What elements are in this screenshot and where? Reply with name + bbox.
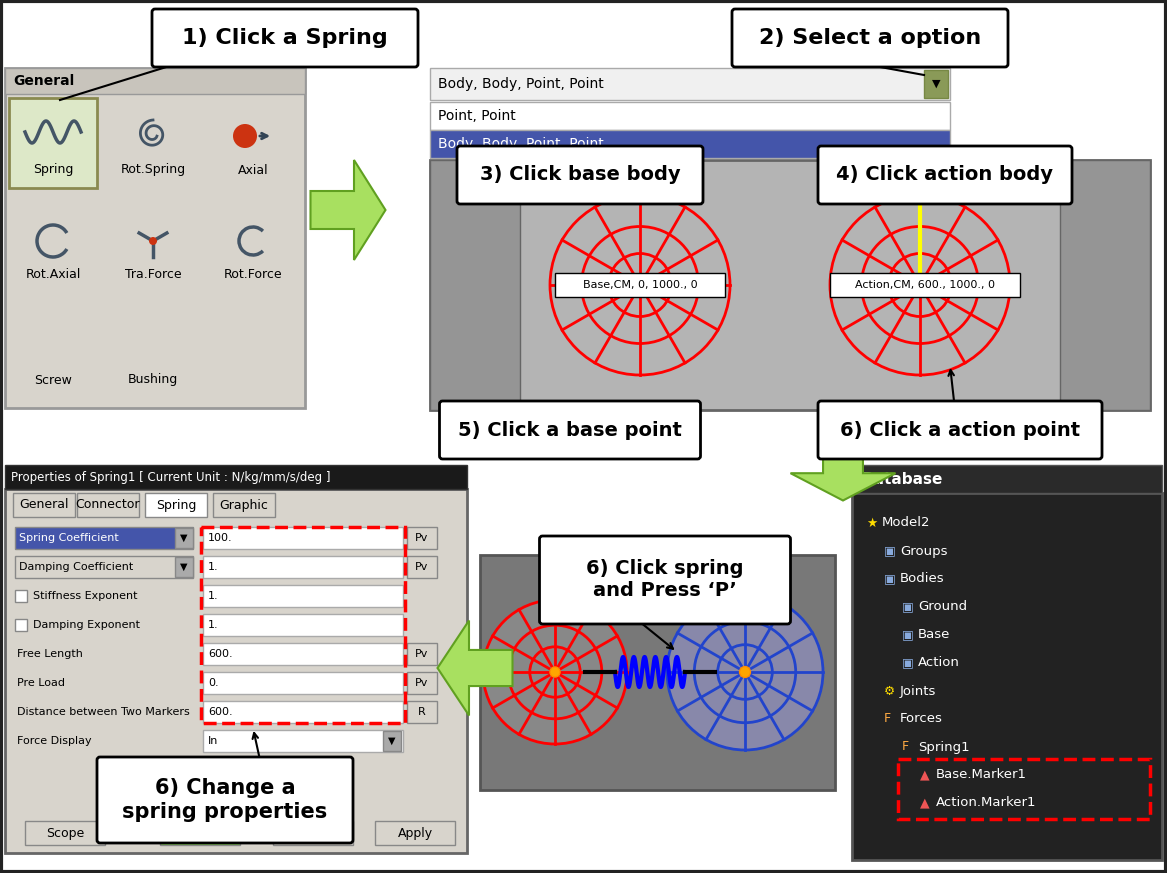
FancyBboxPatch shape: [97, 757, 352, 843]
Circle shape: [233, 124, 257, 148]
FancyBboxPatch shape: [5, 68, 305, 94]
FancyBboxPatch shape: [852, 493, 1162, 860]
Text: Rot.Force: Rot.Force: [224, 269, 282, 281]
Text: ⚙: ⚙: [883, 684, 895, 698]
FancyBboxPatch shape: [480, 555, 836, 790]
Text: F: F: [902, 740, 909, 753]
Text: ▣: ▣: [902, 656, 914, 670]
Text: Action,CM, 600., 1000., 0: Action,CM, 600., 1000., 0: [855, 280, 995, 290]
FancyBboxPatch shape: [13, 493, 75, 517]
Text: ▣: ▣: [883, 573, 896, 586]
FancyBboxPatch shape: [175, 528, 193, 548]
FancyBboxPatch shape: [407, 643, 436, 665]
Text: In: In: [208, 736, 218, 746]
Text: ▼: ▼: [180, 533, 188, 543]
Text: Damping Coefficient: Damping Coefficient: [19, 562, 133, 572]
Circle shape: [149, 237, 158, 245]
Text: Ground: Ground: [918, 601, 967, 614]
Text: Action: Action: [899, 162, 942, 176]
Circle shape: [550, 667, 560, 677]
Text: 6) Change a
spring properties: 6) Change a spring properties: [123, 779, 328, 821]
Text: Point, Point: Point, Point: [438, 109, 516, 123]
Text: Graphic: Graphic: [219, 498, 268, 512]
Text: ★: ★: [866, 517, 878, 530]
Polygon shape: [790, 436, 895, 500]
Text: Bodies: Bodies: [900, 573, 944, 586]
FancyBboxPatch shape: [203, 614, 403, 636]
Text: Action.Marker1: Action.Marker1: [936, 796, 1036, 809]
Text: Rot.Axial: Rot.Axial: [26, 269, 81, 281]
Text: Base.Marker1: Base.Marker1: [936, 768, 1027, 781]
FancyBboxPatch shape: [732, 9, 1008, 67]
Text: Groups: Groups: [900, 545, 948, 558]
Text: Scope: Scope: [46, 827, 84, 840]
Text: 1) Click a Spring: 1) Click a Spring: [182, 28, 387, 48]
FancyBboxPatch shape: [9, 98, 97, 188]
FancyBboxPatch shape: [407, 701, 436, 723]
FancyBboxPatch shape: [152, 9, 418, 67]
Text: Pre Load: Pre Load: [18, 678, 65, 688]
Text: Model2: Model2: [882, 517, 930, 530]
Text: Properties of Spring1 [ Current Unit : N/kg/mm/s/deg ]: Properties of Spring1 [ Current Unit : N…: [11, 471, 330, 484]
Text: 5) Click a base point: 5) Click a base point: [459, 421, 682, 439]
Text: ▣: ▣: [902, 601, 914, 614]
FancyBboxPatch shape: [203, 672, 403, 694]
FancyBboxPatch shape: [457, 146, 703, 204]
FancyBboxPatch shape: [15, 527, 193, 549]
Text: Stiffness Exponent: Stiffness Exponent: [33, 591, 138, 601]
Text: 0.: 0.: [208, 678, 218, 688]
Text: Spring1: Spring1: [918, 740, 970, 753]
FancyBboxPatch shape: [175, 557, 193, 577]
FancyBboxPatch shape: [5, 465, 467, 489]
Text: General: General: [13, 74, 75, 88]
Text: 1.: 1.: [208, 591, 218, 601]
Circle shape: [830, 195, 1009, 375]
FancyBboxPatch shape: [885, 157, 955, 181]
Text: Database: Database: [862, 471, 943, 486]
FancyBboxPatch shape: [203, 585, 403, 607]
FancyBboxPatch shape: [440, 401, 700, 459]
Text: Action: Action: [918, 656, 960, 670]
FancyBboxPatch shape: [610, 157, 670, 181]
FancyBboxPatch shape: [5, 68, 305, 408]
FancyBboxPatch shape: [160, 821, 240, 845]
Text: Rot.Spring: Rot.Spring: [120, 163, 186, 176]
Circle shape: [550, 195, 731, 375]
Text: Forces: Forces: [900, 712, 943, 725]
Text: Bushing: Bushing: [128, 374, 179, 387]
Text: Base: Base: [918, 629, 950, 642]
Text: Damping Exponent: Damping Exponent: [33, 620, 140, 630]
Text: 3) Click base body: 3) Click base body: [480, 166, 680, 184]
FancyBboxPatch shape: [407, 556, 436, 578]
Circle shape: [483, 600, 627, 744]
Text: 1.: 1.: [208, 620, 218, 630]
FancyBboxPatch shape: [830, 273, 1020, 297]
FancyBboxPatch shape: [407, 672, 436, 694]
Circle shape: [914, 278, 927, 292]
Text: Spring: Spring: [33, 163, 74, 176]
FancyBboxPatch shape: [77, 493, 139, 517]
FancyBboxPatch shape: [375, 821, 455, 845]
FancyBboxPatch shape: [15, 556, 193, 578]
Polygon shape: [310, 160, 385, 260]
Text: Body, Body, Point, Point: Body, Body, Point, Point: [438, 77, 603, 91]
Circle shape: [740, 667, 750, 677]
Text: Pv: Pv: [415, 649, 428, 659]
Text: Base,CM, 0, 1000., 0: Base,CM, 0, 1000., 0: [582, 280, 698, 290]
Bar: [897, 759, 1149, 819]
Text: 600.: 600.: [208, 649, 232, 659]
Text: Axial: Axial: [238, 163, 268, 176]
FancyBboxPatch shape: [5, 489, 467, 853]
Text: R: R: [418, 707, 426, 717]
FancyBboxPatch shape: [15, 590, 27, 602]
Text: 4) Click action body: 4) Click action body: [837, 166, 1054, 184]
Text: 2) Select a option: 2) Select a option: [759, 28, 981, 48]
Text: ▼: ▼: [931, 79, 941, 89]
FancyBboxPatch shape: [539, 536, 790, 624]
FancyBboxPatch shape: [203, 643, 403, 665]
FancyBboxPatch shape: [429, 160, 1149, 410]
FancyBboxPatch shape: [818, 146, 1072, 204]
Text: Cancel: Cancel: [292, 827, 334, 840]
FancyBboxPatch shape: [273, 821, 352, 845]
